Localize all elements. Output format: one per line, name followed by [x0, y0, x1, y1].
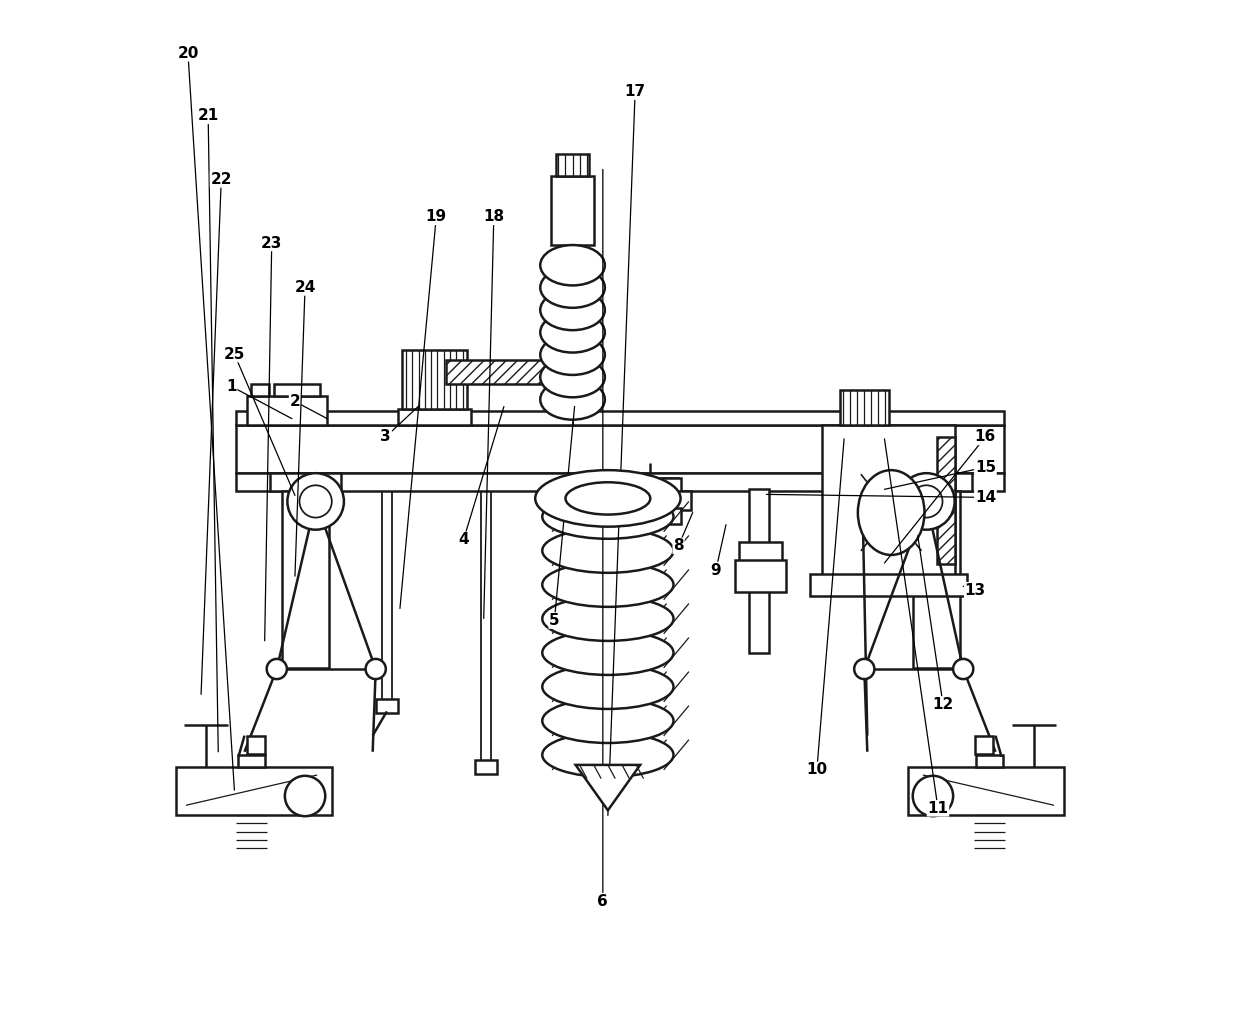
- Circle shape: [898, 473, 955, 530]
- Bar: [281, 491, 330, 668]
- Bar: [735, 560, 786, 593]
- Circle shape: [854, 659, 874, 679]
- Bar: [237, 411, 1003, 424]
- Bar: [913, 491, 960, 668]
- Text: 24: 24: [294, 280, 316, 295]
- Ellipse shape: [536, 470, 681, 527]
- Text: 25: 25: [223, 346, 246, 361]
- Bar: [552, 177, 594, 245]
- Bar: [810, 574, 967, 597]
- Ellipse shape: [542, 529, 673, 572]
- Bar: [976, 736, 993, 754]
- Bar: [270, 473, 341, 491]
- Ellipse shape: [542, 733, 673, 777]
- Ellipse shape: [565, 482, 650, 515]
- Text: 12: 12: [932, 697, 954, 712]
- Ellipse shape: [542, 665, 673, 708]
- Bar: [908, 767, 1064, 815]
- Text: 2: 2: [290, 394, 300, 409]
- Circle shape: [913, 775, 954, 816]
- Ellipse shape: [541, 335, 605, 375]
- Circle shape: [300, 485, 332, 518]
- Bar: [976, 755, 1003, 767]
- Text: 13: 13: [965, 583, 986, 598]
- Text: 19: 19: [425, 209, 446, 224]
- Bar: [900, 473, 972, 491]
- Bar: [250, 385, 269, 397]
- Text: 10: 10: [806, 762, 827, 777]
- Bar: [247, 736, 264, 754]
- Ellipse shape: [541, 357, 605, 397]
- Ellipse shape: [541, 313, 605, 352]
- Ellipse shape: [542, 597, 673, 640]
- Ellipse shape: [541, 245, 605, 285]
- Ellipse shape: [541, 267, 605, 308]
- Ellipse shape: [542, 630, 673, 675]
- Text: 8: 8: [673, 538, 684, 553]
- Bar: [376, 699, 398, 714]
- Text: 16: 16: [975, 429, 996, 445]
- Ellipse shape: [541, 380, 605, 419]
- Ellipse shape: [542, 562, 673, 607]
- Circle shape: [910, 485, 942, 518]
- Text: 17: 17: [625, 84, 646, 99]
- Polygon shape: [575, 765, 640, 810]
- Circle shape: [285, 775, 325, 816]
- Text: 4: 4: [459, 532, 469, 547]
- Circle shape: [954, 659, 973, 679]
- Circle shape: [366, 659, 386, 679]
- Bar: [937, 436, 955, 564]
- Bar: [475, 760, 497, 774]
- Text: 9: 9: [711, 562, 722, 578]
- Bar: [398, 409, 471, 424]
- Bar: [557, 154, 589, 177]
- Bar: [237, 424, 1003, 473]
- Text: 1: 1: [226, 379, 237, 394]
- Bar: [822, 424, 955, 577]
- Text: 22: 22: [211, 172, 232, 187]
- Bar: [237, 473, 1003, 491]
- Bar: [247, 397, 327, 424]
- Bar: [238, 755, 264, 767]
- Bar: [739, 542, 781, 562]
- Text: 7: 7: [640, 511, 651, 525]
- Text: 6: 6: [598, 893, 608, 908]
- Text: 20: 20: [177, 46, 198, 61]
- Ellipse shape: [858, 470, 925, 555]
- Text: 5: 5: [549, 613, 559, 628]
- Ellipse shape: [541, 290, 605, 330]
- Bar: [749, 489, 769, 653]
- Text: 14: 14: [975, 490, 996, 504]
- Text: 3: 3: [381, 429, 391, 445]
- Text: 21: 21: [197, 109, 218, 124]
- Text: 11: 11: [928, 801, 949, 816]
- Circle shape: [288, 473, 343, 530]
- Text: 23: 23: [262, 235, 283, 251]
- Ellipse shape: [542, 494, 673, 539]
- Bar: [640, 491, 691, 510]
- Bar: [645, 508, 681, 524]
- Text: 15: 15: [975, 460, 996, 475]
- Bar: [176, 767, 332, 815]
- Bar: [446, 360, 573, 385]
- Bar: [650, 478, 681, 493]
- Ellipse shape: [542, 698, 673, 743]
- Bar: [274, 385, 320, 397]
- Bar: [402, 350, 466, 409]
- Bar: [839, 391, 889, 424]
- Text: 18: 18: [484, 209, 505, 224]
- Circle shape: [267, 659, 286, 679]
